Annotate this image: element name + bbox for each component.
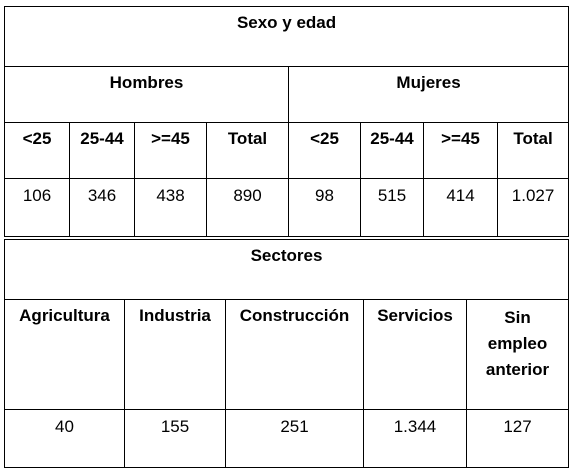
column-header: >=45 xyxy=(134,122,207,179)
column-header: Servicios xyxy=(363,299,467,410)
column-header: Total xyxy=(496,122,570,179)
table-title: Sectores xyxy=(3,239,570,300)
column-header: <25 xyxy=(4,122,70,179)
group-header-women: Mujeres xyxy=(287,66,570,123)
table-cell: 890 xyxy=(206,178,289,237)
sectors-table: Sectores Agricultura Industria Construcc… xyxy=(3,239,570,468)
column-header: Total xyxy=(206,122,289,179)
table-cell: 98 xyxy=(288,178,361,237)
table-cell: 40 xyxy=(4,409,125,468)
column-header: Industria xyxy=(124,299,226,410)
table-cell: 1.344 xyxy=(363,409,467,468)
column-header: Construcción xyxy=(225,299,364,410)
table-cell: 438 xyxy=(134,178,207,237)
table-cell: 346 xyxy=(69,178,135,237)
column-header: 25-44 xyxy=(69,122,135,179)
column-header: <25 xyxy=(288,122,361,179)
column-header: Agricultura xyxy=(4,299,125,410)
table-cell: 127 xyxy=(465,409,570,468)
table-cell: 515 xyxy=(360,178,424,237)
column-header: 25-44 xyxy=(360,122,424,179)
table-title: Sexo y edad xyxy=(3,6,570,67)
table-cell: 1.027 xyxy=(496,178,570,237)
table-cell: 414 xyxy=(423,178,498,237)
table-cell: 106 xyxy=(4,178,70,237)
column-header: >=45 xyxy=(423,122,498,179)
group-header-men: Hombres xyxy=(4,66,289,123)
sex-age-table: Sexo y edad Hombres Mujeres <25 25-44 >=… xyxy=(3,6,570,237)
table-cell: 155 xyxy=(124,409,226,468)
column-header: Sin empleo anterior xyxy=(465,299,570,410)
table-cell: 251 xyxy=(225,409,364,468)
